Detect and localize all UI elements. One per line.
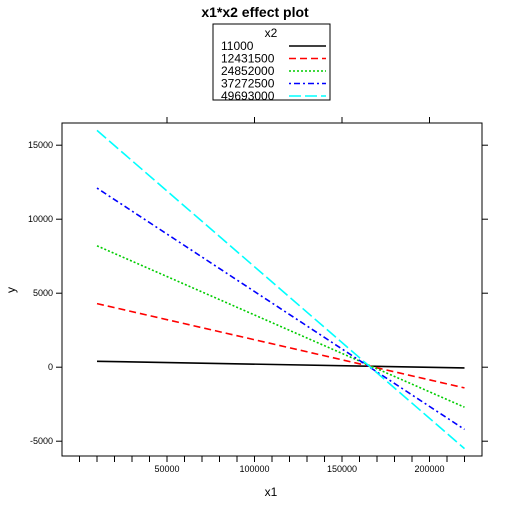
legend-title: x2 [265,26,278,40]
series-line-37272500 [96,187,465,431]
legend-label: 37272500 [221,77,275,91]
series-line-24852000 [96,245,465,408]
series-lines [96,129,466,450]
chart-title: x1*x2 effect plot [201,4,309,20]
x-tick-label: 150000 [327,464,357,474]
y-axis-label: y [4,287,18,293]
series-line-49693000 [96,129,466,450]
y-tick-label: -5000 [30,436,53,446]
legend-label: 49693000 [221,89,275,103]
x-axis-label: x1 [265,485,278,499]
legend-box [212,23,331,101]
y-tick-label: 5000 [33,288,53,298]
x-tick-label: 100000 [239,464,269,474]
axis-ticks: 50000 100000 150000 200000 -5000 0 5000 10000 15… [28,117,488,474]
legend-label: 24852000 [221,64,275,78]
y-tick-label: 10000 [28,214,53,224]
plot-frame [61,122,483,457]
x-tick-label: 200000 [414,464,444,474]
y-tick-label: 0 [48,362,53,372]
x-tick-label: 50000 [154,464,179,474]
y-tick-label: 15000 [28,140,53,150]
series-line-11000 [96,360,465,369]
legend-label: 12431500 [221,52,275,66]
series-line-12431500 [96,302,465,389]
legend-label: 11000 [221,39,254,53]
